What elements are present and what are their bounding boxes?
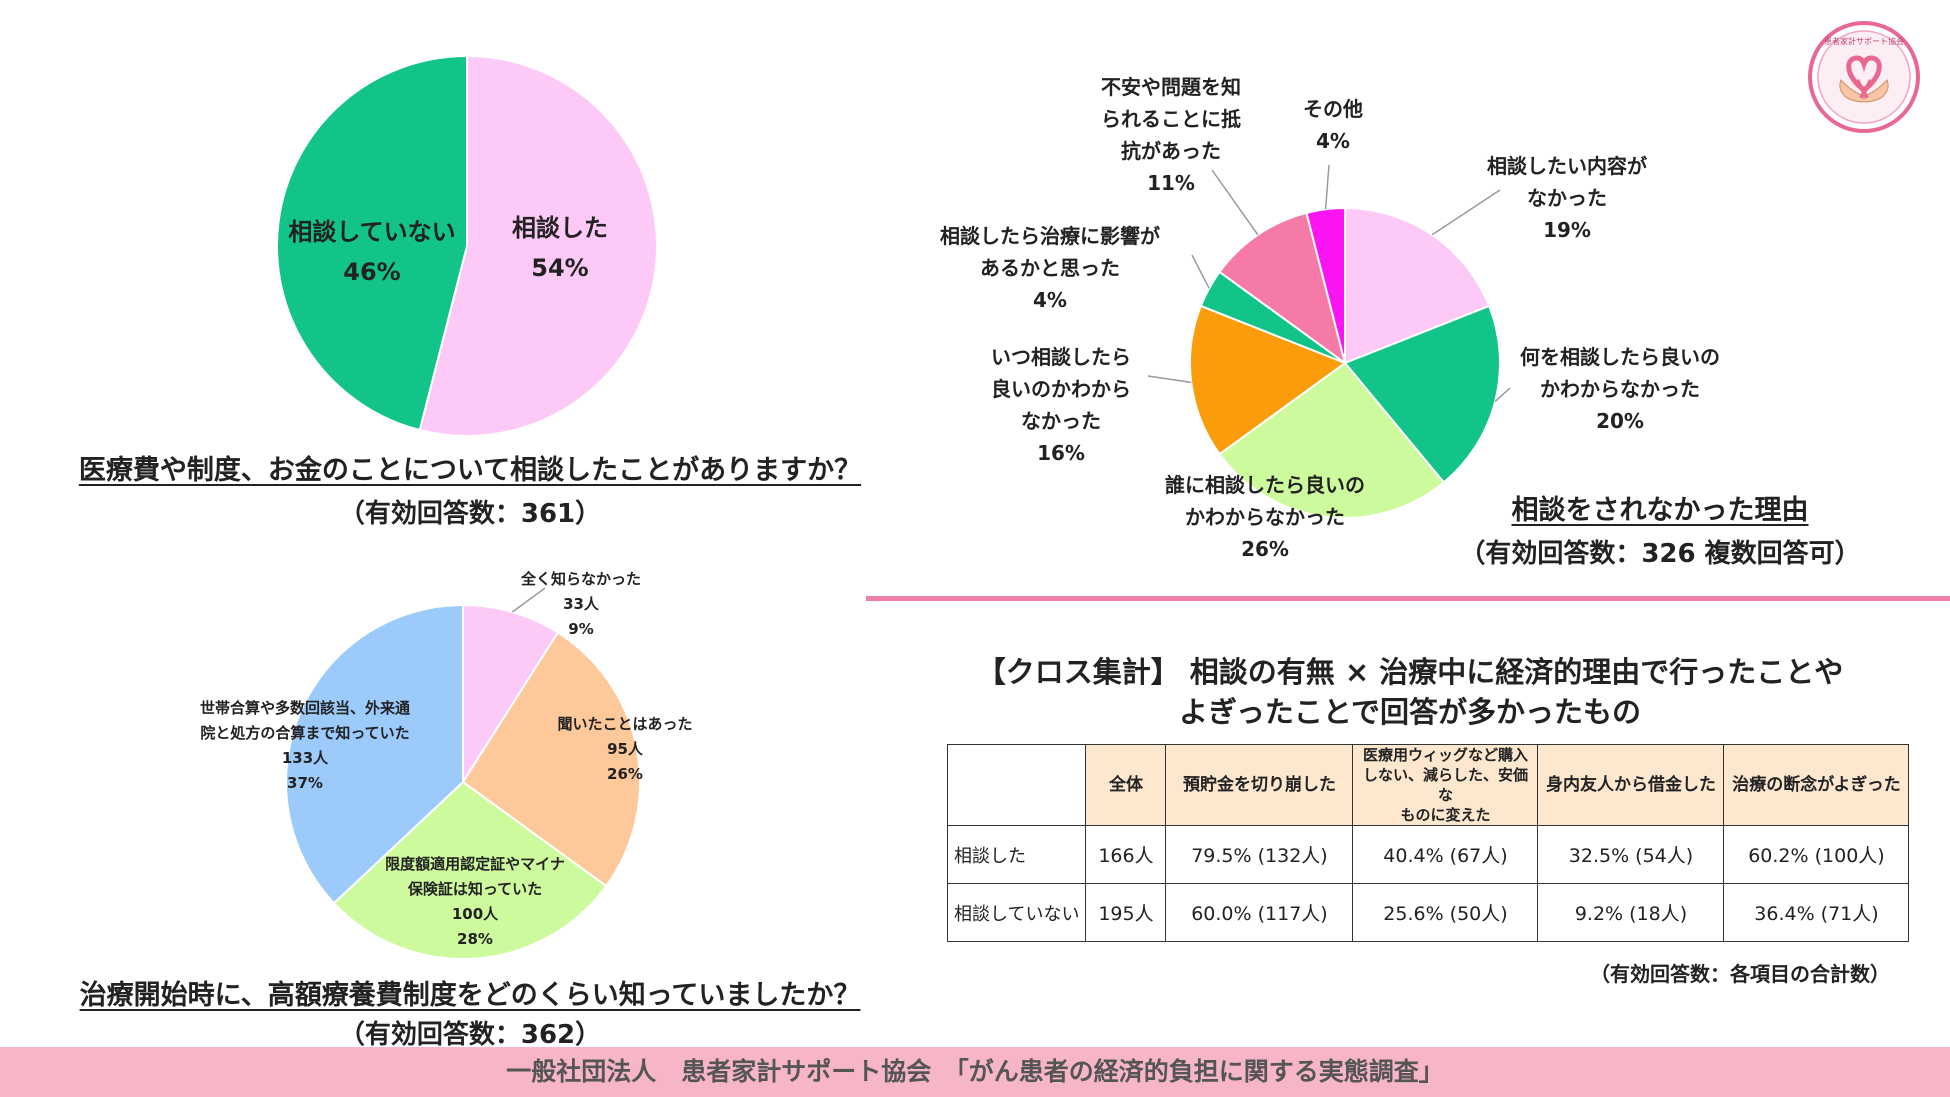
- leader-line: [511, 587, 546, 613]
- table-cell: 40.4% (67人): [1352, 825, 1539, 884]
- cross-title-line2: よぎったことで回答が多かったもの: [1179, 695, 1641, 729]
- labels-consulted: 相談した 54% 相談していない 46%: [288, 214, 608, 286]
- pie-slice: [1305, 206, 1346, 364]
- table-cell: 25.6% (50人): [1352, 883, 1539, 942]
- col-header: 預貯金を切り崩した: [1165, 744, 1354, 826]
- chart-title-reasons: 相談をされなかった理由: [1511, 495, 1809, 526]
- footer-banner: 一般社団法人 患者家計サポート協会 「がん患者の経済的負担に関する実態調査」: [0, 1047, 1950, 1097]
- table-cell: 36.4% (71人): [1723, 883, 1910, 942]
- slice-label: 誰に相談したら良いのかわからなかった 26%: [1165, 473, 1365, 561]
- slice-label: 相談した 54%: [512, 214, 608, 282]
- table-cell: 195人: [1085, 883, 1167, 942]
- leader-line: [1431, 189, 1501, 236]
- row-label-not-consulted: 相談していない: [946, 883, 1087, 942]
- col-header: 治療の断念がよぎった: [1723, 744, 1910, 826]
- table-cell: 32.5% (54人): [1537, 825, 1725, 884]
- pie-slice: [332, 780, 608, 960]
- logo-text: 患者家計サポート協会: [1824, 36, 1904, 46]
- table-cell: 60.0% (117人): [1165, 883, 1354, 942]
- slice-label: いつ相談したら良いのかわからなかった 16%: [991, 345, 1131, 465]
- caption-awareness: 治療開始時に、高額療養費制度をどのくらい知っていましたか？ （有効回答数：362…: [20, 973, 920, 1051]
- slice-label: 世帯合算や多数回該当、外来通院と処方の合算まで知っていた 133人 37%: [200, 699, 410, 792]
- table-cell: 79.5% (132人): [1165, 825, 1354, 884]
- col-header: 医療用ウィッグなど購入 しない、減らした、安価な ものに変えた: [1352, 744, 1539, 826]
- pie-slice: [462, 603, 560, 786]
- slice-label: 相談していない 46%: [288, 218, 455, 286]
- slice-label: 全く知らなかった 33人 9%: [520, 570, 641, 638]
- chart-title-consulted: 医療費や制度、お金のことについて相談したことがありますか？: [78, 455, 862, 486]
- table-note: （有効回答数：各項目の合計数）: [1590, 962, 1890, 986]
- row-label-consulted: 相談した: [946, 825, 1087, 884]
- col-header: 身内友人から借金した: [1537, 744, 1725, 826]
- cross-table-title: 【クロス集計】 相談の有無 × 治療中に経済的理由で行ったことや よぎったことで…: [880, 652, 1940, 732]
- cross-title-line1: 【クロス集計】 相談の有無 × 治療中に経済的理由で行ったことや: [976, 655, 1844, 689]
- chart-subtitle-reasons: （有効回答数：326 複数回答可）: [1459, 539, 1861, 569]
- leader-line: [1191, 254, 1210, 289]
- table-cell: 9.2% (18人): [1537, 883, 1725, 942]
- caption-consulted: 医療費や制度、お金のことについて相談したことがありますか？ （有効回答数：361…: [20, 448, 920, 530]
- slice-label: 不安や問題を知られることに抵抗があった 11%: [1101, 75, 1241, 195]
- pie-awareness: [285, 603, 641, 960]
- chart-title-awareness: 治療開始時に、高額療養費制度をどのくらい知っていましたか？: [79, 980, 861, 1011]
- slice-label: 聞いたことはあった 95人 26%: [557, 715, 692, 783]
- labels-awareness: 全く知らなかった 33人 9% 聞いたことはあった 95人 26% 限度額適用認定証やマイナ…: [200, 570, 693, 948]
- pie-slice: [1343, 304, 1501, 484]
- col-header: 全体: [1085, 744, 1167, 826]
- section-divider: [866, 596, 1950, 601]
- leader-line: [1147, 375, 1192, 384]
- pie-slice: [418, 54, 658, 437]
- table-row: 相談した 166人 79.5% (132人) 40.4% (67人) 32.5%…: [946, 825, 1910, 884]
- pie-slice: [285, 603, 464, 905]
- leader-line: [1211, 169, 1259, 236]
- slice-label: 限度額適用認定証やマイナ保険証は知っていた 100人 28%: [385, 855, 565, 948]
- slice-label: 何を相談したら良いのかわからなかった 20%: [1520, 345, 1720, 433]
- association-logo: 患者家計サポート協会: [1807, 20, 1921, 134]
- chart-subtitle-consulted: （有効回答数：361）: [338, 499, 602, 529]
- pie-consulted: [276, 54, 658, 437]
- slice-label: 相談したい内容がなかった 19%: [1487, 154, 1647, 242]
- table-row: 相談していない 195人 60.0% (117人) 25.6% (50人) 9.…: [946, 883, 1910, 942]
- leader-line: [1494, 387, 1511, 403]
- leader-line: [1324, 164, 1330, 210]
- table-header-row: 全体 預貯金を切り崩した 医療用ウィッグなど購入 しない、減らした、安価な ものに変…: [946, 744, 1910, 826]
- table-corner-cell: [946, 744, 1087, 826]
- slice-label: その他 4%: [1303, 97, 1363, 153]
- table-cell: 60.2% (100人): [1723, 825, 1910, 884]
- pie-reasons: [1188, 206, 1501, 519]
- table-cell: 166人: [1085, 825, 1167, 884]
- caption-reasons: 相談をされなかった理由 （有効回答数：326 複数回答可）: [1400, 488, 1920, 570]
- pie-slice: [461, 631, 641, 888]
- slice-label: 相談したら治療に影響があるかと思った 4%: [940, 224, 1160, 312]
- pie-slice: [1218, 211, 1347, 366]
- pie-slice: [276, 54, 468, 432]
- pie-slice: [1218, 361, 1446, 519]
- cross-table: 全体 預貯金を切り崩した 医療用ウィッグなど購入 しない、減らした、安価な ものに変…: [946, 744, 1910, 942]
- chart-subtitle-awareness: （有効回答数：362）: [338, 1020, 602, 1050]
- labels-reasons: 相談したい内容がなかった 19% 何を相談したら良いのかわからなかった 20% 誰に相談…: [940, 75, 1720, 561]
